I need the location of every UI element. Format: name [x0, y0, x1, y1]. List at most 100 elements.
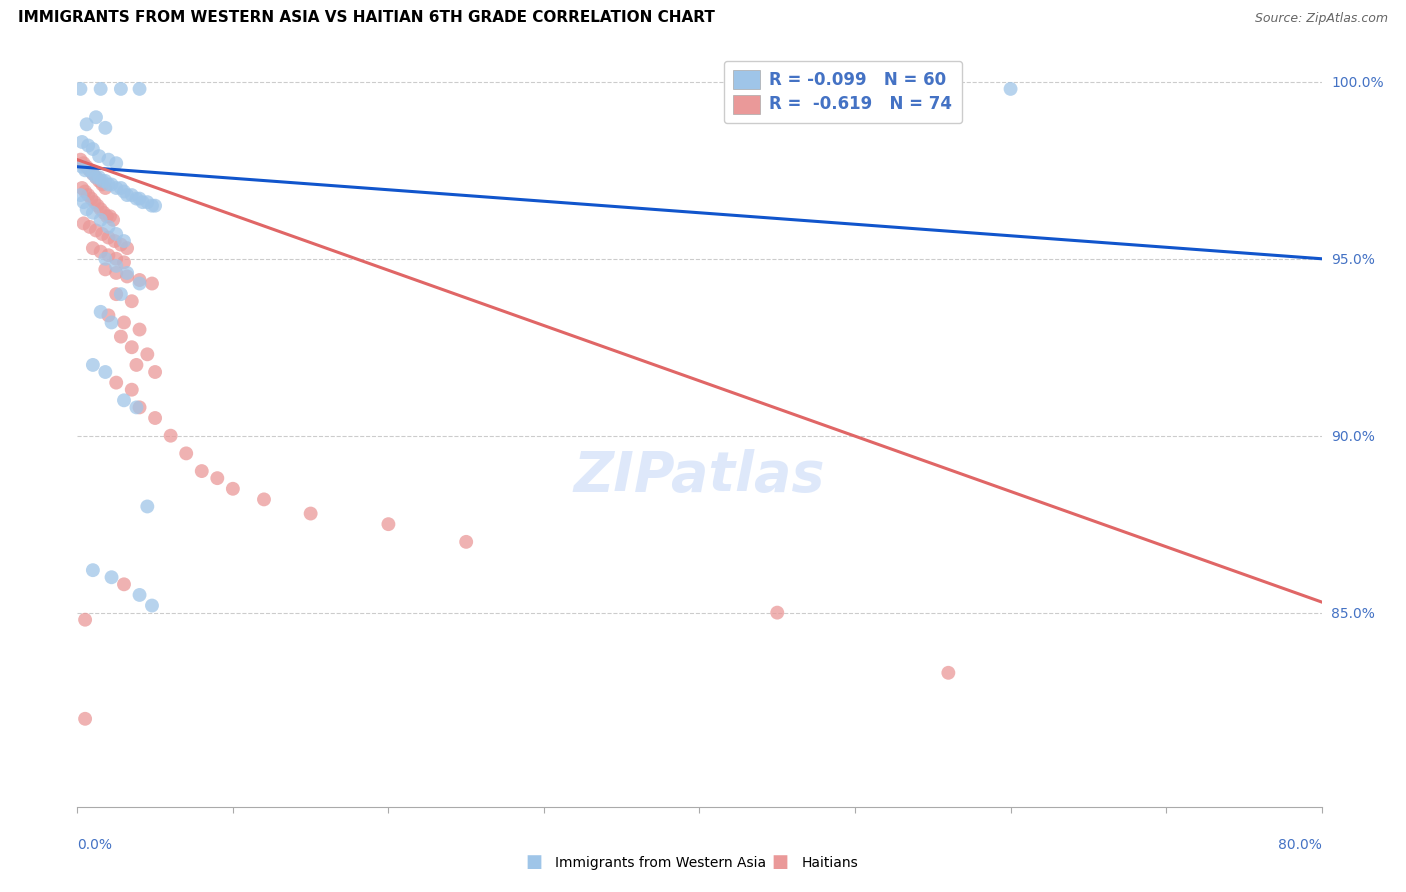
- Point: [128, 273, 150, 287]
- Point: [69, 153, 91, 167]
- Point: [105, 266, 128, 280]
- Point: [456, 534, 478, 549]
- Point: [100, 316, 122, 330]
- Point: [115, 269, 138, 284]
- Point: [72, 216, 94, 230]
- Point: [110, 329, 132, 343]
- Point: [72, 195, 94, 210]
- Point: [87, 174, 110, 188]
- Point: [105, 287, 128, 301]
- Point: [121, 340, 143, 354]
- Point: [83, 195, 105, 210]
- Point: [112, 234, 135, 248]
- Point: [76, 117, 98, 131]
- Text: ZIPatlas: ZIPatlas: [574, 449, 825, 502]
- Point: [91, 174, 114, 188]
- Text: Immigrants from Western Asia: Immigrants from Western Asia: [555, 856, 766, 870]
- Point: [90, 212, 112, 227]
- Point: [115, 241, 138, 255]
- Point: [115, 266, 138, 280]
- Point: [70, 135, 93, 149]
- Point: [128, 277, 150, 291]
- Point: [105, 259, 128, 273]
- Point: [77, 138, 100, 153]
- Point: [90, 305, 112, 319]
- Point: [136, 347, 159, 361]
- Point: [121, 188, 143, 202]
- Point: [75, 163, 97, 178]
- Point: [110, 181, 132, 195]
- Point: [101, 212, 124, 227]
- Text: IMMIGRANTS FROM WESTERN ASIA VS HAITIAN 6TH GRADE CORRELATION CHART: IMMIGRANTS FROM WESTERN ASIA VS HAITIAN …: [18, 11, 716, 25]
- Point: [105, 181, 128, 195]
- Point: [86, 199, 108, 213]
- Point: [90, 244, 112, 259]
- Point: [97, 309, 120, 323]
- Point: [100, 570, 122, 584]
- Point: [174, 446, 197, 460]
- Point: [128, 588, 150, 602]
- Point: [82, 358, 104, 372]
- Point: [75, 712, 97, 726]
- Point: [105, 156, 128, 170]
- Point: [128, 82, 150, 96]
- Point: [97, 248, 120, 262]
- Point: [141, 277, 163, 291]
- Point: [76, 160, 98, 174]
- Point: [94, 252, 117, 266]
- Point: [253, 492, 276, 507]
- Point: [128, 322, 150, 336]
- Point: [84, 170, 107, 185]
- Point: [112, 185, 135, 199]
- Legend: R = -0.099   N = 60, R =  -0.619   N = 74: R = -0.099 N = 60, R = -0.619 N = 74: [724, 62, 962, 123]
- Point: [84, 223, 107, 237]
- Text: Haitians: Haitians: [801, 856, 858, 870]
- Point: [69, 82, 91, 96]
- Point: [98, 209, 121, 223]
- Point: [84, 170, 107, 185]
- Point: [70, 181, 93, 195]
- Point: [125, 401, 148, 415]
- Point: [79, 163, 101, 178]
- Text: 80.0%: 80.0%: [1278, 838, 1322, 852]
- Point: [143, 199, 166, 213]
- Point: [82, 167, 104, 181]
- Point: [87, 170, 110, 185]
- Point: [94, 181, 117, 195]
- Point: [136, 195, 159, 210]
- Point: [105, 227, 128, 241]
- Point: [299, 507, 322, 521]
- Text: Source: ZipAtlas.com: Source: ZipAtlas.com: [1254, 12, 1388, 25]
- Point: [97, 178, 120, 192]
- Point: [110, 82, 132, 96]
- Point: [112, 316, 135, 330]
- Text: 0.0%: 0.0%: [77, 838, 112, 852]
- Point: [82, 241, 104, 255]
- Point: [87, 149, 110, 163]
- Point: [97, 219, 120, 234]
- Point: [112, 393, 135, 408]
- Point: [72, 156, 94, 170]
- Point: [75, 185, 97, 199]
- Point: [121, 383, 143, 397]
- Point: [90, 82, 112, 96]
- Text: ■: ■: [772, 853, 789, 871]
- Point: [105, 252, 128, 266]
- Point: [143, 411, 166, 425]
- Text: ■: ■: [526, 853, 543, 871]
- Point: [143, 365, 166, 379]
- Point: [377, 517, 399, 532]
- Point: [141, 199, 163, 213]
- Point: [141, 599, 163, 613]
- Point: [222, 482, 245, 496]
- Point: [82, 142, 104, 156]
- Point: [115, 188, 138, 202]
- Point: [112, 577, 135, 591]
- Point: [191, 464, 214, 478]
- Point: [90, 202, 112, 217]
- Point: [94, 365, 117, 379]
- Point: [125, 192, 148, 206]
- Point: [100, 178, 122, 192]
- Point: [938, 665, 960, 680]
- Point: [91, 227, 114, 241]
